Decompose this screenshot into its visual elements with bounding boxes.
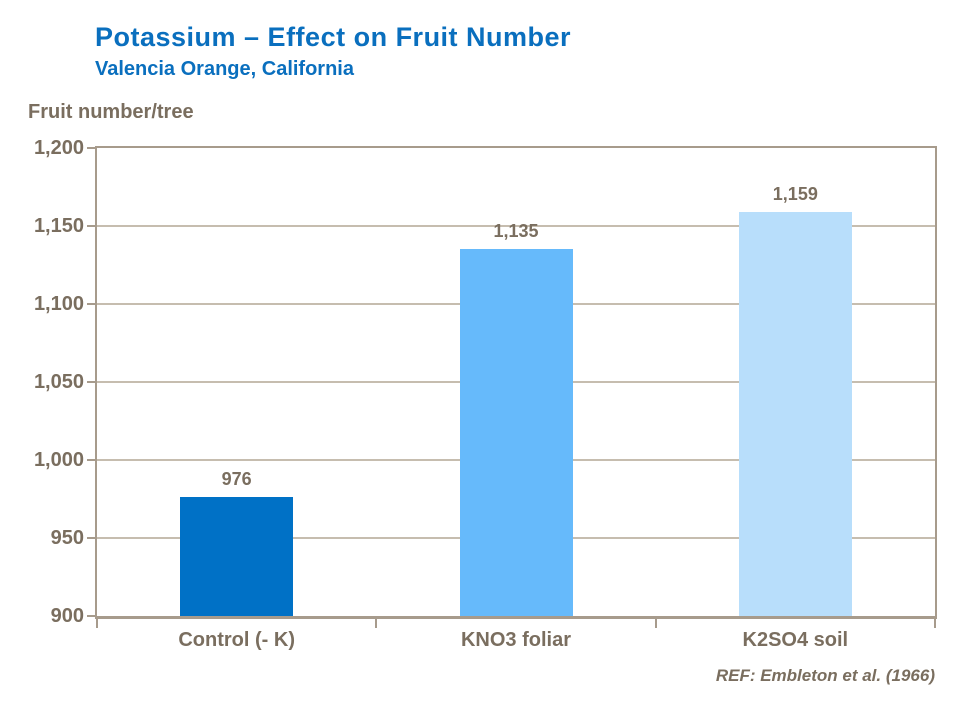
x-axis-tick [375,619,378,628]
y-axis-tick-label: 1,000 [33,449,84,471]
bar-2 [459,249,573,616]
y-axis-tick-label: 900 [50,605,84,627]
bar-value-label: 1,135 [493,221,539,242]
x-axis-category-label: KNO3 foliar [460,629,571,651]
y-gridline [97,225,935,227]
y-axis-tick-label: 950 [50,527,84,549]
x-axis-category-label: K2SO4 soil [742,629,849,651]
y-axis-tick [87,381,95,383]
y-axis-tick [87,537,95,539]
y-axis-tick [87,303,95,305]
chart-subtitle: Valencia Orange, California [95,58,354,80]
y-axis-tick-label: 1,100 [33,293,84,315]
bar-3 [738,211,852,616]
y-axis-tick [87,459,95,461]
x-axis-tick [934,619,936,628]
y-axis-tick [87,225,95,227]
y-axis-tick-label: 1,150 [33,215,84,237]
bar-value-label: 976 [221,469,252,490]
y-axis-tick [87,147,95,149]
x-axis-category-label: Control (- K) [178,629,295,651]
x-axis-tick [654,619,657,628]
y-axis-title: Fruit number/tree [28,101,194,123]
y-axis-tick-label: 1,200 [33,137,84,159]
x-axis-tick [96,619,98,628]
bar-1 [180,497,294,616]
reference-text: REF: Embleton et al. (1966) [715,666,935,685]
chart-title: Potassium – Effect on Fruit Number [95,22,572,52]
y-axis-tick-label: 1,050 [33,371,84,393]
y-axis-tick [87,615,95,617]
bar-value-label: 1,159 [772,183,818,204]
